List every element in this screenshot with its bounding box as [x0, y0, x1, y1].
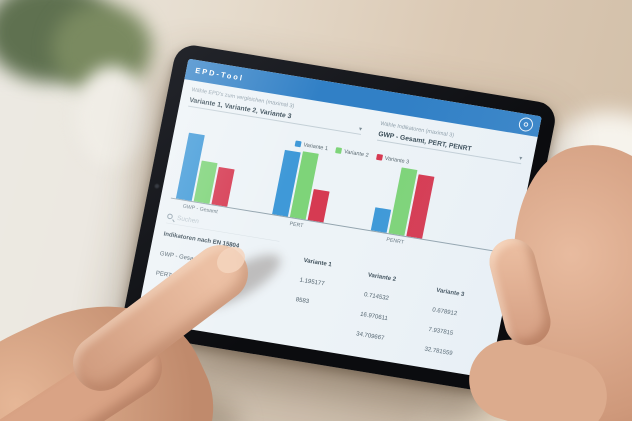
legend-item: Variante 3	[375, 153, 410, 166]
bar-variante-3	[307, 189, 330, 223]
legend-swatch-icon	[294, 140, 302, 148]
legend-swatch-icon	[335, 147, 343, 154]
table-value-cell: 0.678912	[431, 305, 458, 317]
chevron-down-icon: ▾	[358, 125, 363, 133]
chevron-down-icon: ▾	[518, 154, 523, 162]
table-value-cell: 16.970611	[359, 310, 389, 322]
bar-variante-1	[272, 149, 301, 217]
table-value-cell: 34.709667	[355, 329, 385, 342]
legend-label: Variante 1	[302, 141, 329, 152]
legend-item: Variante 2	[335, 147, 369, 158]
bar-variante-2	[289, 151, 319, 220]
legend-label: Variante 2	[343, 148, 370, 159]
app-title: EPD-Tool	[194, 66, 245, 83]
table-header-cell: Variante 2	[367, 271, 397, 283]
bar-variante-2	[193, 160, 218, 204]
bar-variante-1	[370, 207, 392, 233]
table-header-cell: Variante 3	[435, 286, 466, 298]
table-value-cell	[293, 312, 359, 326]
table-value-cell: 7.937815	[427, 325, 454, 337]
bar-variante-3	[211, 166, 235, 207]
appbar-circle-button[interactable]	[517, 116, 535, 133]
bar-variante-1	[175, 132, 205, 201]
table-value-cell: 0.714532	[363, 290, 390, 302]
front-camera	[153, 182, 161, 190]
search-icon	[166, 213, 174, 220]
chart-legend: Variante 1 Variante 2 Variante 3	[294, 140, 410, 166]
bar-group	[272, 148, 336, 223]
tablet-screen: EPD-Tool Wähle EPD's zum vergleichen (ma…	[136, 58, 542, 379]
gear-icon	[523, 121, 529, 128]
x-axis-label: PENRT	[385, 236, 405, 246]
bar-variante-3	[406, 174, 435, 239]
bar-variante-2	[388, 167, 418, 236]
legend-swatch-icon	[375, 153, 383, 161]
legend-item: Variante 1	[294, 140, 329, 152]
bar-group	[370, 165, 435, 239]
table-header-cell: Variante 1	[303, 256, 333, 268]
legend-label: Variante 3	[384, 155, 410, 166]
table-value-cell: 1.195177	[299, 276, 326, 287]
table-value-cell: 8583	[295, 295, 310, 305]
bar-group	[175, 132, 240, 207]
search-placeholder: Suchen	[176, 213, 200, 225]
app-ui: EPD-Tool Wähle EPD's zum vergleichen (ma…	[136, 58, 542, 379]
plant-pot-blur	[76, 66, 148, 166]
